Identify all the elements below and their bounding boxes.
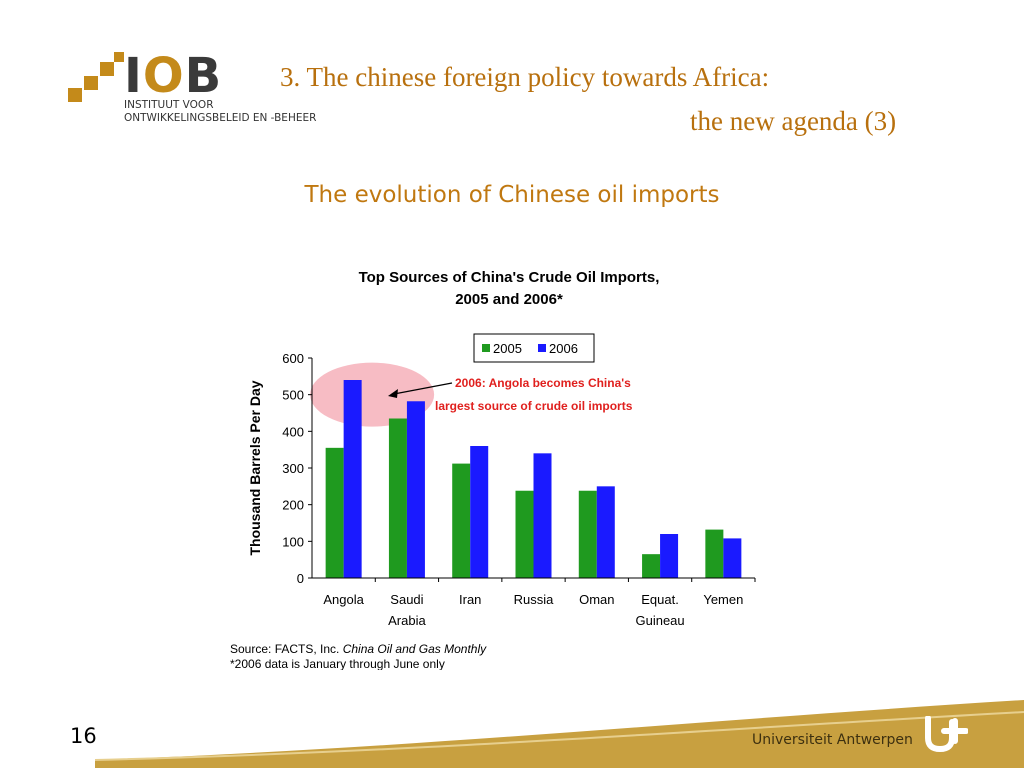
slide-title-line1: 3. The chinese foreign policy towards Af… (280, 62, 770, 92)
y-tick-label: 300 (282, 461, 304, 476)
logo-squares-icon (68, 52, 128, 102)
legend-box (473, 333, 595, 363)
x-tick-label: Arabia (388, 613, 426, 628)
annotation-arrow-head (388, 389, 398, 398)
bar-2005 (325, 447, 344, 578)
y-axis-label: Thousand Barrels Per Day (247, 380, 263, 555)
bar-2005 (452, 463, 471, 578)
chart-container: Top Sources of China's Crude Oil Imports… (230, 260, 770, 670)
bar-2006 (406, 401, 425, 578)
footnote: *2006 data is January through June only (230, 657, 445, 670)
y-tick-label: 600 (282, 351, 304, 366)
x-tick-label: Russia (514, 592, 555, 607)
source-prefix: Source: FACTS, Inc. (230, 642, 343, 656)
bar-2005 (515, 490, 534, 578)
bar-2006 (723, 538, 742, 578)
annotation-line2: largest source of crude oil imports (435, 399, 633, 413)
chart-title-line1: Top Sources of China's Crude Oil Imports… (359, 269, 660, 286)
bar-2005 (578, 490, 597, 578)
chart-title-line2: 2005 and 2006* (455, 291, 563, 308)
slide-title-line2: the new agenda (3) (690, 106, 897, 136)
logo-line2: ONTWIKKELINGSBELEID EN -BEHEER (124, 112, 317, 124)
logo-letter-o: O (142, 48, 185, 104)
bar-2006 (660, 534, 679, 578)
x-tick-label: Angola (323, 592, 364, 607)
source-note: Source: FACTS, Inc. China Oil and Gas Mo… (230, 642, 487, 656)
x-tick-label: Yemen (703, 592, 743, 607)
annotation-line1: 2006: Angola becomes China's (455, 376, 631, 390)
bar-2006 (533, 453, 552, 578)
legend-swatch-2006 (538, 344, 546, 352)
y-tick-label: 100 (282, 534, 304, 549)
logo-letter-i: I (124, 48, 143, 104)
x-tick-label: Iran (459, 592, 481, 607)
x-tick-label: Oman (579, 592, 614, 607)
logo-line1: INSTITUUT VOOR (124, 99, 214, 111)
legend-label-2006: 2006 (549, 341, 578, 356)
bar-2005 (705, 529, 724, 578)
page-number: 16 (70, 724, 97, 748)
bar-chart: Top Sources of China's Crude Oil Imports… (230, 269, 756, 670)
bar-2006 (596, 486, 615, 578)
y-tick-label: 200 (282, 498, 304, 513)
x-tick-label: Equat. (641, 592, 679, 607)
university-logo-icon (924, 715, 969, 753)
source-publication: China Oil and Gas Monthly (343, 642, 487, 656)
slide-subtitle: The evolution of Chinese oil imports (304, 182, 720, 208)
bar-2005 (388, 418, 407, 578)
bar-2006 (470, 446, 489, 578)
logo-letter-b: B (184, 48, 223, 104)
y-tick-label: 400 (282, 424, 304, 439)
university-name: Universiteit Antwerpen (752, 732, 913, 748)
bar-2006 (343, 380, 362, 578)
highlight-ellipse (310, 362, 435, 427)
y-tick-label: 0 (297, 571, 304, 586)
bar-2005 (642, 554, 661, 578)
x-tick-label: Guineau (635, 613, 684, 628)
legend-swatch-2005 (482, 344, 490, 352)
legend-label-2005: 2005 (493, 341, 522, 356)
logo-subtitle: INSTITUUT VOOR ONTWIKKELINGSBELEID EN -B… (124, 99, 316, 125)
logo-wordmark: IOB (124, 46, 222, 106)
x-tick-label: Saudi (390, 592, 423, 607)
annotation-arrow-line (393, 382, 453, 395)
y-tick-label: 500 (282, 388, 304, 403)
iob-logo: IOB INSTITUUT VOOR ONTWIKKELINGSBELEID E… (68, 48, 358, 132)
